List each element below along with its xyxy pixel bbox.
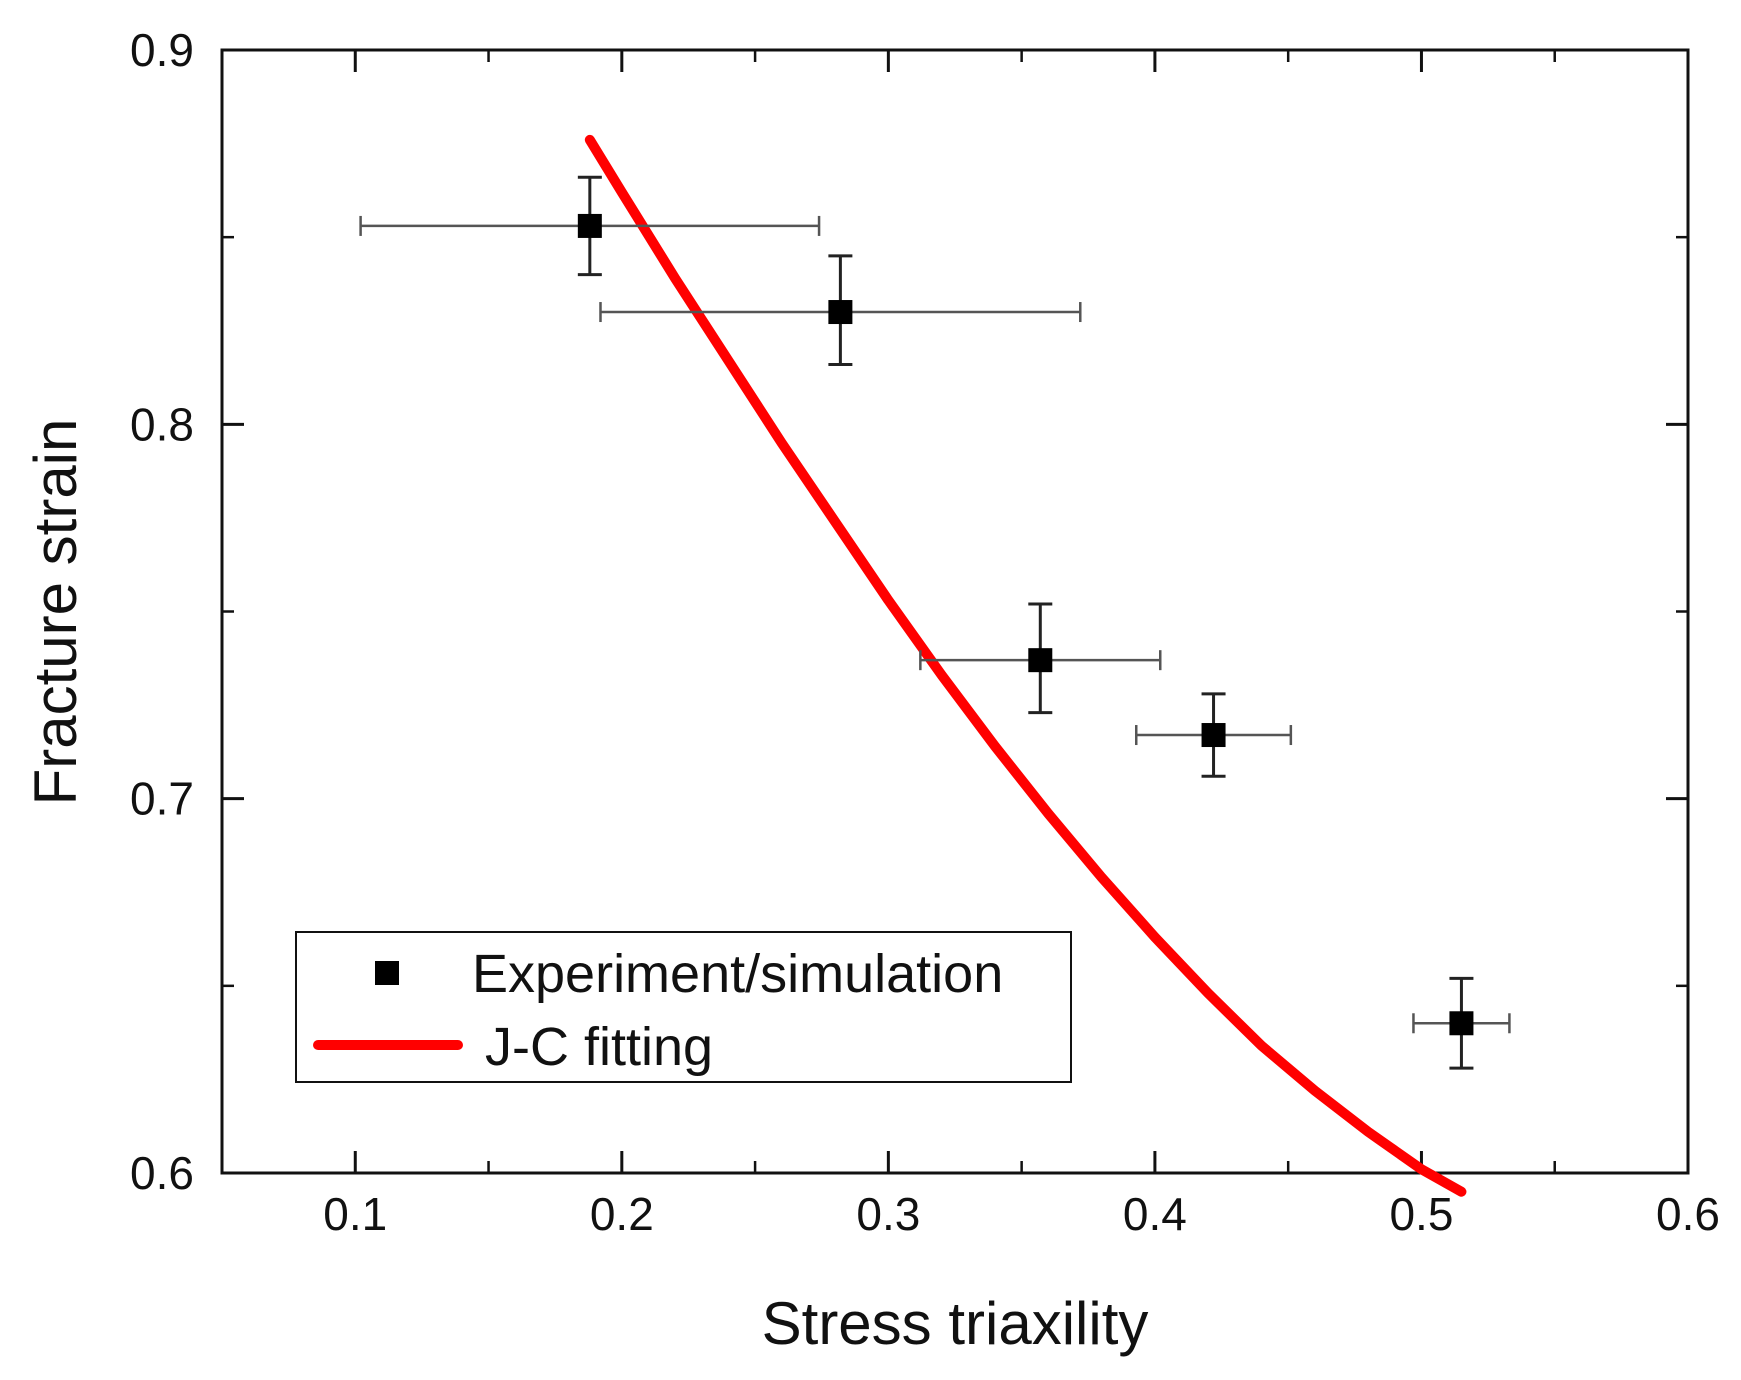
data-point — [1201, 723, 1226, 748]
data-point — [1028, 648, 1053, 673]
x-tick-label: 0.1 — [323, 1188, 387, 1240]
x-tick-label: 0.5 — [1389, 1188, 1453, 1240]
legend-label-fit: J-C fitting — [485, 1017, 713, 1077]
y-tick-label: 0.9 — [130, 24, 194, 76]
x-axis-title: Stress triaxility — [762, 1290, 1149, 1357]
y-tick-label: 0.6 — [130, 1147, 194, 1199]
y-axis-title: Fracture strain — [22, 419, 89, 806]
legend-label-experiment: Experiment/simulation — [472, 944, 1003, 1004]
y-tick-label: 0.7 — [130, 773, 194, 825]
data-point — [828, 300, 853, 325]
jc-fitting-line — [584, 134, 1467, 1197]
fit-line-layer — [584, 134, 1467, 1197]
axis-tick-labels: 0.1 0.2 0.3 0.4 0.5 0.6 0.6 0.7 0.8 0.9 — [130, 24, 1720, 1240]
legend-marker-experiment — [375, 961, 399, 985]
legend-box — [295, 931, 1072, 1083]
x-tick-label: 0.6 — [1656, 1188, 1720, 1240]
data-point-layer — [577, 213, 1474, 1036]
x-tick-label: 0.4 — [1123, 1188, 1187, 1240]
x-tick-label: 0.2 — [590, 1188, 654, 1240]
data-point — [577, 213, 602, 238]
y-tick-label: 0.8 — [130, 398, 194, 450]
x-tick-label: 0.3 — [856, 1188, 920, 1240]
data-point — [1449, 1011, 1474, 1036]
legend: Experiment/simulation J-C fitting — [295, 931, 1072, 1083]
